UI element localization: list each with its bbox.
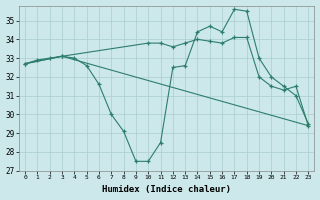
X-axis label: Humidex (Indice chaleur): Humidex (Indice chaleur) [102,185,231,194]
